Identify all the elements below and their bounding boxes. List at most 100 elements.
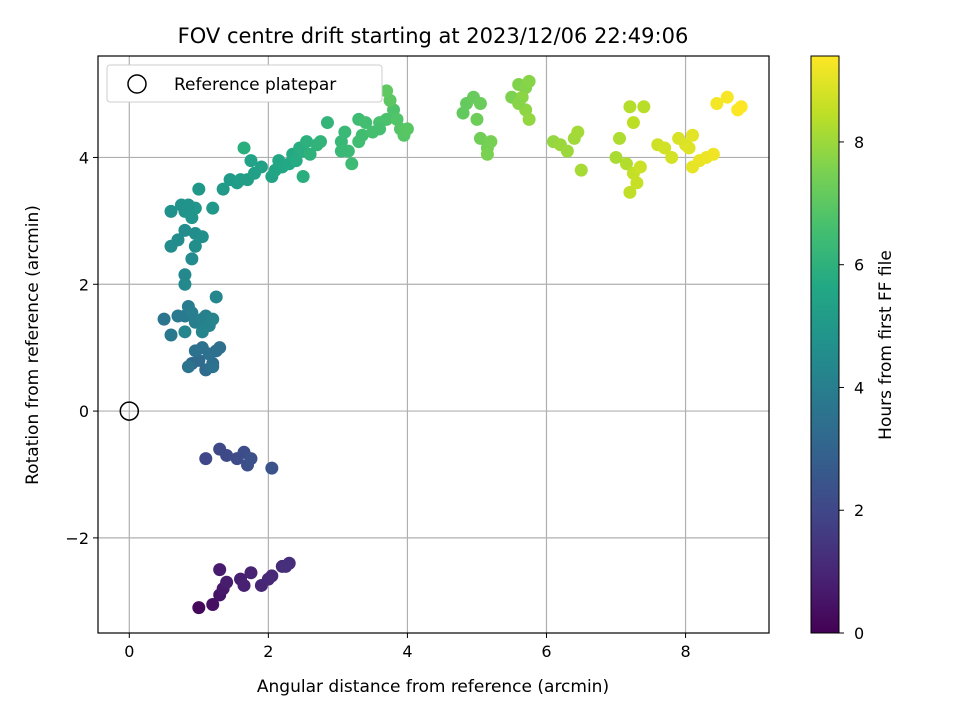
x-tick-label: 8 <box>680 642 690 661</box>
scatter-point <box>380 84 394 98</box>
scatter-point <box>254 160 268 174</box>
colorbar-tick-label: 4 <box>854 378 864 397</box>
scatter-point <box>181 198 195 212</box>
scatter-point <box>473 97 487 111</box>
scatter-point <box>192 182 206 196</box>
scatter-point <box>400 122 414 136</box>
scatter-point <box>206 360 220 374</box>
x-tick-label: 2 <box>263 642 273 661</box>
scatter-point <box>630 176 644 190</box>
scatter-point <box>279 559 293 573</box>
scatter-point <box>623 185 637 199</box>
scatter-point <box>710 97 724 111</box>
x-tick-label: 4 <box>402 642 412 661</box>
scatter-point <box>619 157 633 171</box>
scatter-point <box>209 290 223 304</box>
scatter-point <box>345 157 359 171</box>
scatter-point <box>164 204 178 218</box>
scatter-point <box>195 325 209 339</box>
scatter-point <box>289 154 303 168</box>
scatter-point <box>633 160 647 174</box>
scatter-point <box>213 563 227 577</box>
scatter-point <box>623 100 637 114</box>
scatter-point <box>244 154 258 168</box>
scatter-point <box>303 147 317 161</box>
scatter-point <box>560 144 574 158</box>
scatter-point <box>334 144 348 158</box>
scatter-point <box>178 277 192 291</box>
y-tick-label: 4 <box>79 148 89 167</box>
scatter-point <box>188 344 202 358</box>
scatter-point <box>181 360 195 374</box>
scatter-point <box>265 569 279 583</box>
scatter-point <box>244 566 258 580</box>
colorbar-tick-label: 0 <box>854 624 864 643</box>
scatter-point <box>637 100 651 114</box>
scatter-points <box>157 74 748 615</box>
scatter-point <box>199 452 213 466</box>
colorbar-tick-label: 6 <box>854 256 864 275</box>
scatter-point <box>220 575 234 589</box>
scatter-point <box>202 347 216 361</box>
scatter-point <box>380 112 394 126</box>
scatter-point <box>220 448 234 462</box>
scatter-point <box>185 252 199 266</box>
scatter-point <box>473 131 487 145</box>
scatter-point <box>626 116 640 130</box>
scatter-point <box>195 230 209 244</box>
scatter-point <box>706 147 720 161</box>
scatter-point <box>206 312 220 326</box>
scatter-point <box>157 312 171 326</box>
y-tick-label: 2 <box>79 275 89 294</box>
legend-box <box>106 64 383 103</box>
scatter-point <box>206 597 220 611</box>
scatter-point <box>188 239 202 253</box>
x-tick-label: 0 <box>124 642 134 661</box>
chart-title: FOV centre drift starting at 2023/12/06 … <box>178 24 689 48</box>
scatter-point <box>314 135 328 149</box>
legend-label: Reference platepar <box>174 75 336 95</box>
x-axis-ticks: 0 2 4 6 8 <box>124 633 691 661</box>
legend-marker <box>127 74 147 94</box>
plot-frame <box>97 55 770 634</box>
legend: Reference platepar <box>106 64 383 103</box>
scatter-point <box>265 461 279 475</box>
grid <box>98 56 769 633</box>
scatter-point <box>574 163 588 177</box>
scatter-point <box>237 141 251 155</box>
scatter-point <box>686 128 700 142</box>
scatter-point <box>213 341 227 355</box>
scatter-point <box>244 452 258 466</box>
scatter-point <box>609 150 623 164</box>
scatter-point <box>216 182 230 196</box>
scatter-point <box>480 147 494 161</box>
scatter-point <box>470 112 484 126</box>
colorbar-tick-label: 2 <box>854 501 864 520</box>
y-axis-ticks: −2 0 2 4 <box>65 148 98 548</box>
colorbar-ticks: 0 2 4 6 8 <box>839 133 864 643</box>
scatter-point <box>296 169 310 183</box>
colorbar-label: Hours from first FF file <box>876 250 896 440</box>
scatter-point <box>320 116 334 130</box>
scatter-point <box>522 74 536 88</box>
scatter-point <box>178 268 192 282</box>
scatter-point <box>237 578 251 592</box>
scatter-point <box>300 135 314 149</box>
scatter-point <box>484 135 498 149</box>
scatter-point <box>359 116 373 130</box>
colorbar-gradient <box>810 55 840 634</box>
scatter-point <box>522 112 536 126</box>
x-axis-label: Angular distance from reference (arcmin) <box>257 677 609 697</box>
reference-point <box>119 401 140 421</box>
scatter-point <box>658 141 672 155</box>
scatter-point <box>164 239 178 253</box>
scatter-point <box>206 201 220 215</box>
x-tick-label: 6 <box>541 642 551 661</box>
y-axis-label: Rotation from reference (arcmin) <box>23 205 43 485</box>
scatter-point <box>613 131 627 145</box>
scatter-point <box>720 90 734 104</box>
scatter-point <box>352 135 366 149</box>
scatter-point <box>571 125 585 139</box>
scatter-point <box>734 100 748 114</box>
